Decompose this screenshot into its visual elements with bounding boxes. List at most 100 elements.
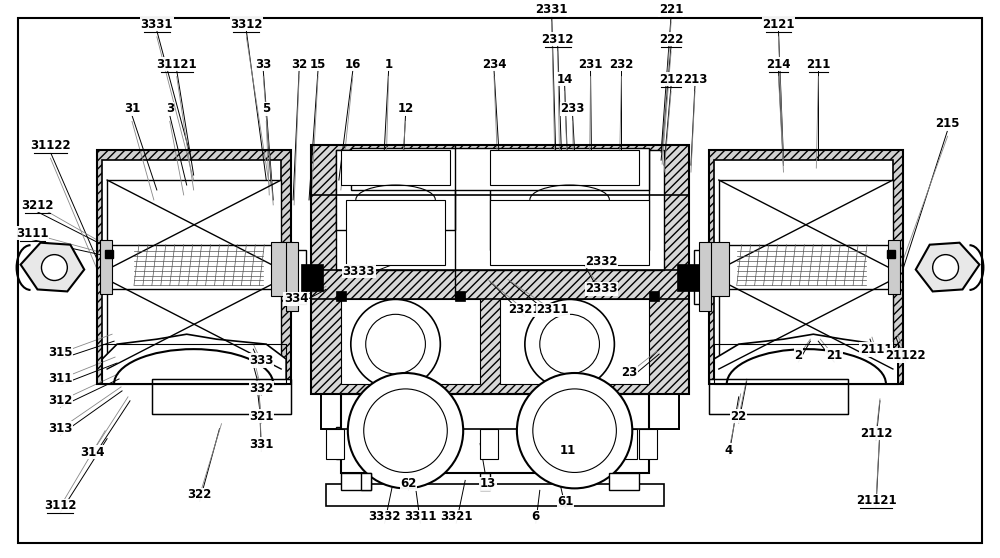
Bar [530, 429, 548, 459]
Polygon shape [21, 243, 84, 291]
Text: 331: 331 [249, 437, 273, 450]
Text: 2311: 2311 [536, 304, 569, 316]
Text: 2: 2 [794, 349, 802, 362]
Text: 5: 5 [262, 102, 270, 116]
Bar [887, 249, 895, 258]
Bar [336, 150, 455, 230]
Text: 2111: 2111 [860, 343, 892, 356]
Bar [271, 242, 293, 296]
Circle shape [540, 314, 599, 374]
Text: 21122: 21122 [886, 349, 926, 362]
Bar [699, 242, 711, 311]
Bar [102, 245, 296, 290]
Text: 31121: 31121 [156, 57, 197, 71]
Text: 2312: 2312 [541, 33, 574, 46]
Text: 2321: 2321 [509, 304, 541, 316]
Circle shape [525, 300, 614, 389]
Text: 23: 23 [621, 366, 637, 379]
Bar [709, 150, 903, 384]
Bar [376, 429, 394, 459]
Circle shape [41, 254, 67, 281]
Text: 211: 211 [806, 57, 830, 71]
Polygon shape [714, 334, 898, 384]
Bar [480, 473, 490, 490]
Bar [107, 180, 281, 270]
Text: 14: 14 [556, 73, 573, 85]
Bar [97, 150, 291, 384]
Text: 61: 61 [557, 496, 574, 508]
Polygon shape [102, 334, 286, 384]
Circle shape [933, 254, 959, 281]
Bar [152, 379, 291, 414]
Bar [341, 394, 649, 473]
Text: 11: 11 [560, 444, 576, 456]
Bar [694, 249, 709, 304]
Text: 3212: 3212 [21, 199, 54, 212]
Bar [649, 291, 659, 301]
Bar [714, 160, 893, 379]
Circle shape [348, 373, 463, 488]
Text: 311: 311 [48, 372, 73, 385]
Bar [868, 245, 898, 290]
Bar [326, 429, 344, 459]
Text: 214: 214 [766, 57, 791, 71]
Text: 215: 215 [935, 117, 960, 131]
Text: 15: 15 [310, 57, 326, 71]
Text: 314: 314 [80, 445, 104, 459]
Text: 22: 22 [731, 410, 747, 423]
Bar [709, 379, 848, 414]
Text: 3332: 3332 [368, 510, 401, 523]
Text: 4: 4 [725, 444, 733, 456]
Bar [336, 427, 644, 459]
Text: 16: 16 [345, 57, 361, 71]
Text: 213: 213 [683, 73, 707, 85]
Text: 234: 234 [482, 57, 506, 71]
Text: 6: 6 [532, 510, 540, 523]
Bar [500, 300, 649, 384]
Text: 321: 321 [249, 410, 273, 423]
Text: 221: 221 [659, 3, 683, 16]
Bar [714, 344, 898, 384]
Bar [704, 245, 734, 290]
Bar [152, 379, 291, 414]
Text: 3311: 3311 [404, 510, 437, 523]
Bar [704, 245, 898, 290]
Text: 33: 33 [255, 57, 271, 71]
Text: 13: 13 [480, 477, 496, 490]
Bar [152, 379, 291, 414]
Bar [719, 280, 893, 369]
Text: 12: 12 [397, 102, 414, 116]
Bar [888, 240, 900, 295]
Bar [490, 150, 639, 185]
Text: 332: 332 [249, 382, 273, 395]
Bar [351, 148, 649, 190]
Bar [105, 249, 113, 258]
Text: 31: 31 [124, 102, 140, 116]
Text: 3333: 3333 [343, 264, 375, 277]
Bar [709, 379, 848, 414]
Bar [455, 291, 465, 301]
Bar [490, 200, 649, 264]
Text: 21121: 21121 [856, 494, 896, 507]
Text: 2332: 2332 [585, 254, 618, 268]
Text: 3331: 3331 [141, 18, 173, 31]
Bar [480, 429, 498, 459]
Circle shape [351, 300, 440, 389]
Text: 232: 232 [609, 57, 634, 71]
Text: 1: 1 [385, 57, 393, 71]
Bar [336, 150, 664, 270]
Bar [321, 394, 679, 429]
Bar [714, 344, 898, 384]
Circle shape [533, 389, 616, 473]
Bar [102, 160, 281, 379]
Bar [361, 473, 371, 490]
Bar [490, 150, 649, 249]
Text: 2333: 2333 [585, 282, 618, 295]
Text: 31122: 31122 [30, 139, 71, 152]
Circle shape [517, 373, 632, 488]
Bar [321, 394, 679, 429]
Bar [266, 245, 296, 290]
Bar [291, 249, 306, 304]
Bar [346, 200, 445, 264]
Bar [677, 263, 699, 291]
